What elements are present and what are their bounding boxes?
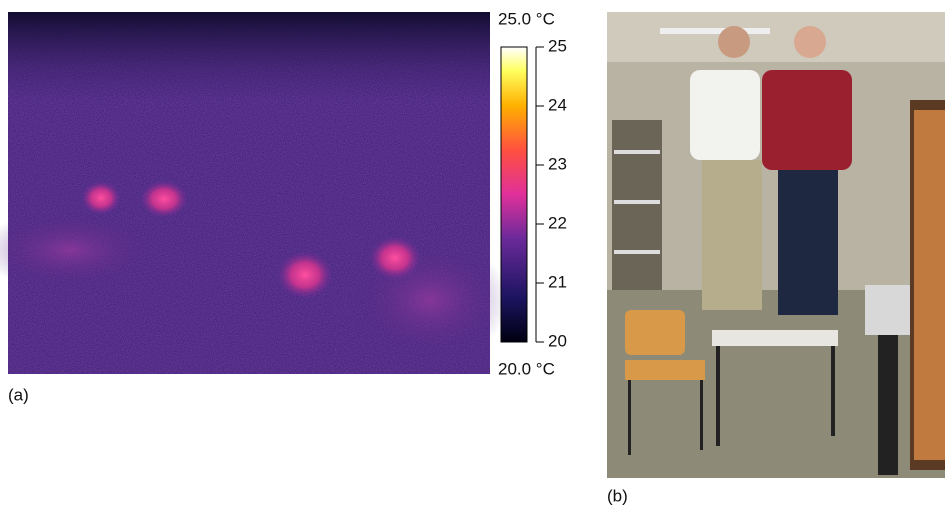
colorbar-tick-label: 22 (548, 213, 567, 232)
colorbar-min-label: 20.0 °C (498, 359, 555, 378)
panel-label: (a) (8, 385, 29, 404)
panel-label: (b) (607, 486, 628, 505)
colorbar-max-label: 25.0 °C (498, 9, 555, 28)
photo (607, 12, 945, 478)
colorbar (500, 46, 528, 343)
colorbar-tick-label: 20 (548, 331, 567, 350)
colorbar-tick-label: 24 (548, 95, 567, 114)
thermal-image (0, 12, 510, 374)
colorbar-tick-label: 25 (548, 36, 567, 55)
colorbar-tick-label: 21 (548, 272, 567, 291)
colorbar-tick-label: 23 (548, 154, 567, 173)
